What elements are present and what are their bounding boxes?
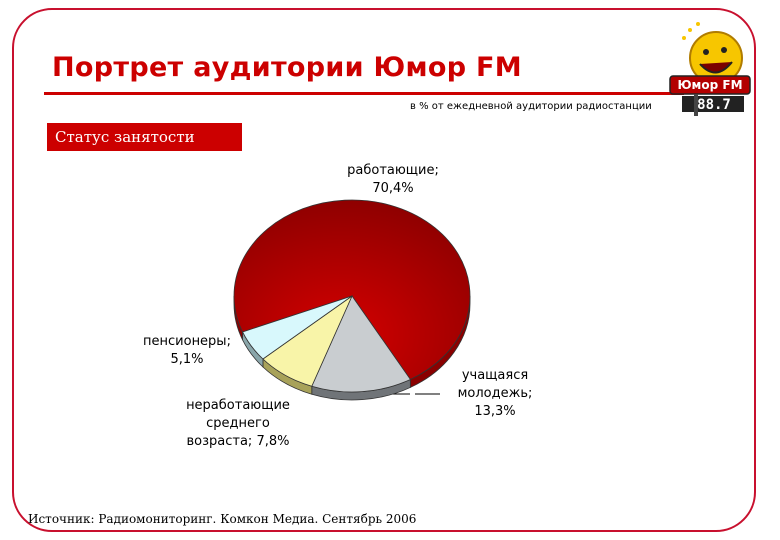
title-underline (44, 92, 684, 95)
slide-frame (12, 8, 756, 532)
pie-slice-3 (242, 295, 353, 360)
logo-frequency: 88.7 (697, 97, 731, 113)
subtitle: в % от ежедневной аудитории радиостанции (410, 101, 652, 112)
pie-slice-0 (233, 199, 471, 380)
pie-slice-1 (311, 295, 411, 393)
slice-label-students: учащаяся молодежь; 13,3% (457, 368, 533, 419)
slice-label-unemployed: неработающие среднего возраста; 7,8% (186, 398, 290, 449)
source-note: Источник: Радиомониторинг. Комкон Медиа.… (28, 512, 417, 526)
page-title: Портрет аудитории Юмор FM (52, 52, 522, 83)
section-label: Статус занятости (47, 123, 242, 151)
smiley-microphone-logo-icon: Юмор FM 88.7 (669, 22, 751, 116)
logo-station-name: Юмор FM (677, 78, 742, 92)
slice-label-working: работающие; 70,4% (347, 163, 439, 196)
slice-label-pensioners: пенсионеры; 5,1% (143, 334, 231, 367)
